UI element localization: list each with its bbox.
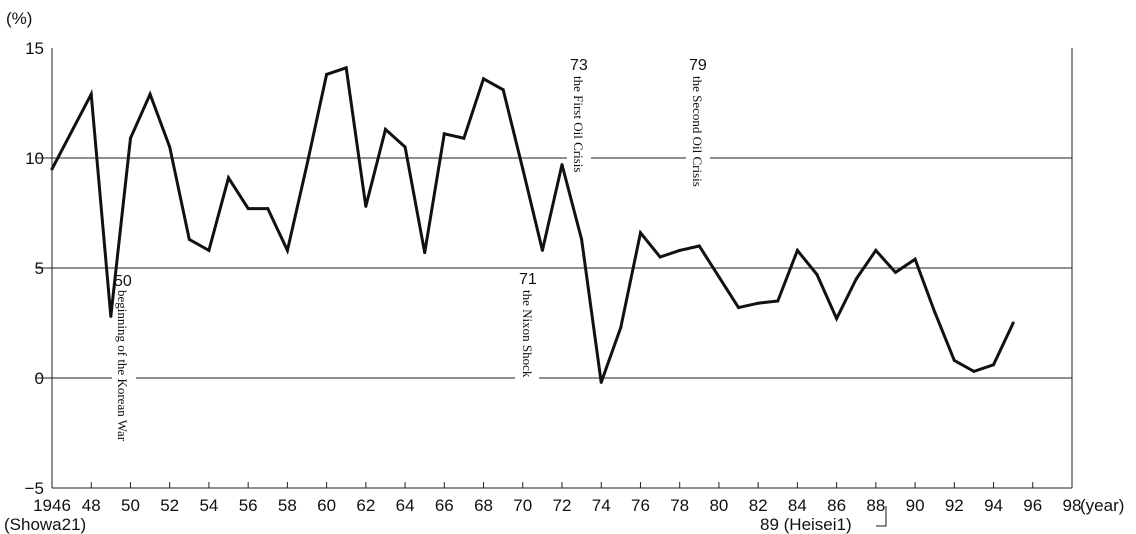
data-point <box>658 255 662 259</box>
data-point <box>148 92 152 96</box>
x-tick-label: 70 <box>513 496 532 515</box>
annotation-nixon-shock: 71 the Nixon Shock <box>515 271 539 386</box>
data-point <box>795 248 799 252</box>
y-tick-label: 10 <box>25 149 44 168</box>
x-tick-label: 80 <box>709 496 728 515</box>
data-point <box>364 204 368 208</box>
data-point <box>246 207 250 211</box>
data-point <box>638 231 642 235</box>
data-point <box>482 77 486 81</box>
data-point <box>207 248 211 252</box>
data-point <box>89 92 93 96</box>
x-tick-label: 50 <box>121 496 140 515</box>
data-point <box>442 132 446 136</box>
data-point <box>128 136 132 140</box>
x-tick-label: 56 <box>239 496 258 515</box>
annotation-year-50: 50 <box>114 273 132 290</box>
data-point <box>227 176 231 180</box>
x-tick-label: 78 <box>670 496 689 515</box>
data-point <box>874 248 878 252</box>
y-tick-label: 0 <box>35 369 44 388</box>
x-tick-label: 86 <box>827 496 846 515</box>
data-point <box>266 207 270 211</box>
data-point <box>285 248 289 252</box>
heisei-bracket <box>876 506 887 527</box>
annotation-text-second-oil-crisis: the Second Oil Crisis <box>690 76 705 187</box>
x-tick-label: 64 <box>396 496 415 515</box>
data-point <box>462 136 466 140</box>
annotation-year-79: 79 <box>689 57 707 74</box>
x-tick-label: 94 <box>984 496 1003 515</box>
data-point <box>992 363 996 367</box>
x-tick-label: 84 <box>788 496 807 515</box>
x-sublabel-heisei: 89 (Heisei1) <box>760 515 852 534</box>
data-point <box>756 301 760 305</box>
x-tick-label: 74 <box>592 496 611 515</box>
x-tick-label: 92 <box>945 496 964 515</box>
data-point <box>325 72 329 76</box>
y-tick-label: 15 <box>25 39 44 58</box>
x-tick-label: 62 <box>356 496 375 515</box>
y-tick-label: −5 <box>25 479 44 498</box>
x-tick-label: 52 <box>160 496 179 515</box>
x-tick-label: 72 <box>553 496 572 515</box>
data-point <box>168 145 172 149</box>
x-sublabel-showa: (Showa21) <box>4 515 86 534</box>
data-point <box>835 317 839 321</box>
annotation-text-korean-war: beginning of the Korean War <box>115 290 130 442</box>
x-tick-label: 1946 <box>33 496 71 515</box>
data-point <box>854 277 858 281</box>
annotation-text-first-oil-crisis: the First Oil Crisis <box>571 76 586 172</box>
x-tick-label: 76 <box>631 496 650 515</box>
annotation-korean-war: 50 beginning of the Korean War <box>112 273 136 442</box>
x-tick-label: 96 <box>1023 496 1042 515</box>
x-tick-label: 68 <box>474 496 493 515</box>
data-point <box>619 325 623 329</box>
data-point <box>972 369 976 373</box>
y-axis-label: (%) <box>6 9 32 28</box>
annotation-text-nixon-shock: the Nixon Shock <box>520 290 535 378</box>
data-point <box>815 273 819 277</box>
data-point <box>1011 321 1015 325</box>
annotation-year-71: 71 <box>519 271 537 288</box>
x-tick-label: 48 <box>82 496 101 515</box>
x-tick-label: 58 <box>278 496 297 515</box>
annotation-year-73: 73 <box>570 57 588 74</box>
data-point <box>540 248 544 252</box>
x-tick-label: 98 <box>1063 496 1082 515</box>
data-point <box>717 275 721 279</box>
x-tick-label: 60 <box>317 496 336 515</box>
data-point <box>678 248 682 252</box>
x-axis-label: (year) <box>1080 496 1124 515</box>
data-point <box>913 257 917 261</box>
data-point <box>423 251 427 255</box>
x-tick-label: 82 <box>749 496 768 515</box>
x-tick-label: 90 <box>906 496 925 515</box>
data-point <box>776 299 780 303</box>
data-point <box>344 66 348 70</box>
x-tick-label: 54 <box>199 496 218 515</box>
data-point <box>109 314 113 318</box>
data-point <box>305 163 309 167</box>
x-tick-label: 66 <box>435 496 454 515</box>
annotation-second-oil-crisis: 79 the Second Oil Crisis <box>686 57 710 187</box>
data-point <box>933 310 937 314</box>
data-point <box>893 270 897 274</box>
y-tick-label: 5 <box>35 259 44 278</box>
data-point <box>383 127 387 131</box>
data-point <box>599 380 603 384</box>
data-point <box>403 145 407 149</box>
data-point <box>737 306 741 310</box>
data-point <box>580 237 584 241</box>
annotation-first-oil-crisis: 73 the First Oil Crisis <box>567 57 591 172</box>
data-point <box>501 88 505 92</box>
data-point <box>187 237 191 241</box>
data-point <box>952 358 956 362</box>
data-point <box>560 163 564 167</box>
data-point <box>50 167 54 171</box>
x-tick-label: 88 <box>866 496 885 515</box>
data-point <box>697 244 701 248</box>
data-point <box>521 167 525 171</box>
